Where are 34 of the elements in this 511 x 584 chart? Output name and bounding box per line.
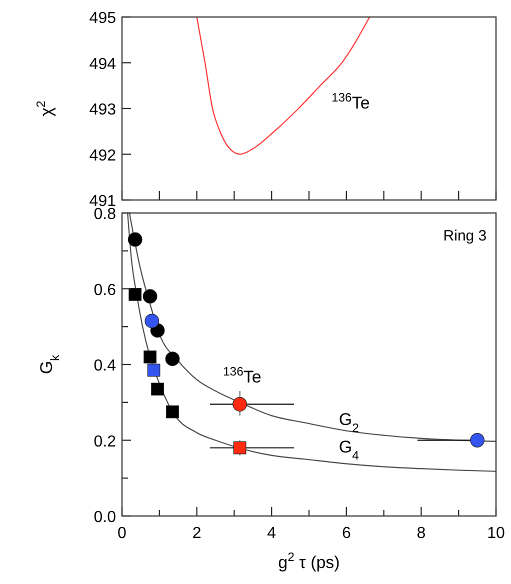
point bbox=[128, 232, 142, 247]
y-tick-label: 494 bbox=[89, 56, 116, 73]
point bbox=[233, 441, 246, 454]
annotation: G$_{4}$ bbox=[338, 437, 360, 462]
x-tick-label: 10 bbox=[487, 525, 505, 542]
y-tick-label: 495 bbox=[89, 10, 116, 27]
point bbox=[232, 397, 248, 412]
x-tick-label: 8 bbox=[416, 525, 426, 542]
x-tick-label: 4 bbox=[267, 525, 276, 542]
x-axis-title: g$^{2}$ τ (ps) bbox=[278, 550, 340, 572]
annotation: G$_{2}$ bbox=[338, 410, 360, 436]
point bbox=[144, 350, 156, 364]
point bbox=[470, 433, 485, 448]
line-series bbox=[196, 17, 370, 155]
y-tick-label: 0.4 bbox=[94, 358, 116, 374]
point bbox=[147, 364, 160, 377]
point bbox=[144, 314, 160, 328]
x-tick-label: 2 bbox=[192, 525, 202, 542]
point bbox=[128, 288, 142, 301]
point bbox=[166, 405, 179, 418]
x-tick-label: 6 bbox=[342, 525, 351, 542]
text: 0.0 bbox=[94, 509, 116, 526]
point bbox=[151, 382, 164, 396]
annotation: $^{136}$Te bbox=[222, 364, 262, 387]
x-tick-label: 0 bbox=[118, 525, 127, 542]
point bbox=[142, 289, 158, 304]
y-tick-label: 492 bbox=[89, 147, 116, 164]
y-tick-label: 0.8 bbox=[94, 206, 116, 223]
point bbox=[165, 352, 180, 366]
annotation: Ring 3 bbox=[443, 227, 487, 244]
y-tick-label: 493 bbox=[89, 102, 116, 118]
y-tick-label: 0.2 bbox=[94, 433, 116, 450]
y-tick-label: 0.6 bbox=[94, 282, 116, 299]
annotation: $^{136}$Te bbox=[331, 90, 370, 112]
